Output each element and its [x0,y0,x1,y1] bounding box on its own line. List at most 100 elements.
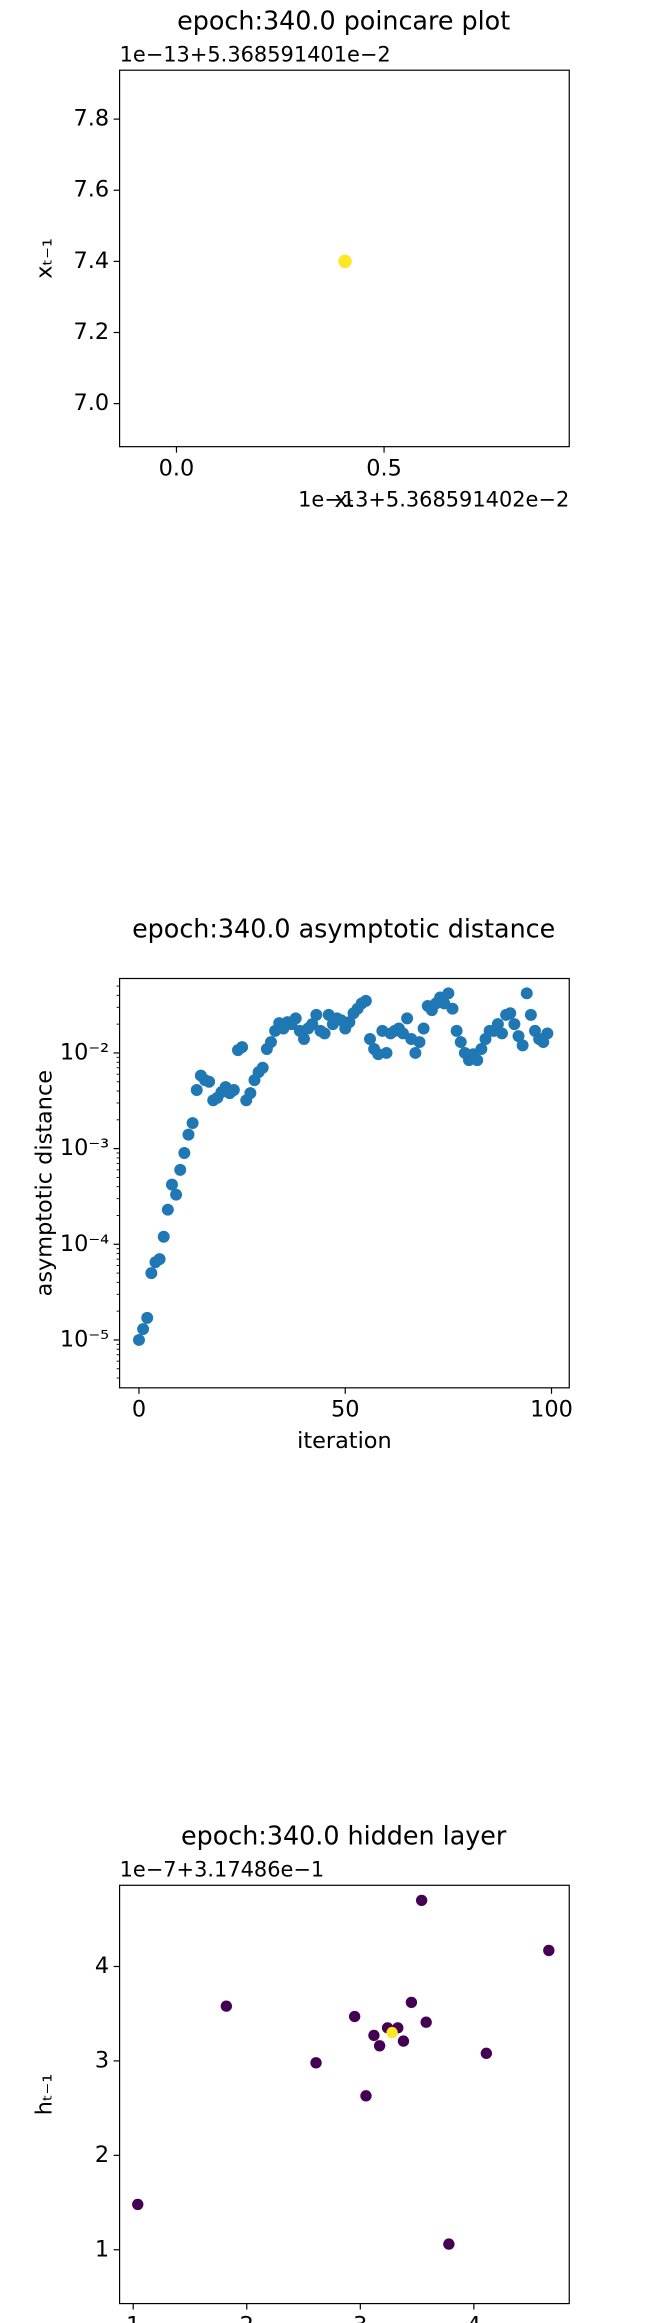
chart-title: epoch:340.0 hidden layer [181,1820,507,1850]
point [417,1022,430,1035]
point [450,1024,463,1037]
y-axis-label: xₜ₋₁ [31,238,57,279]
point [409,1046,422,1059]
point [504,1007,517,1020]
point [397,2035,410,2047]
y-offset-label: 1e−13+5.368591401e−2 [120,42,391,66]
x-tick-label: 0.0 [159,456,195,482]
point [413,1036,426,1049]
x-tick-label: 1 [126,2312,140,2323]
axes-frame [118,69,570,448]
point [480,2047,493,2060]
point [364,1032,376,1045]
y-tick-label: 7.2 [74,319,110,345]
chart-title: epoch:340.0 asymptotic distance [132,914,555,944]
point [491,1018,504,1031]
point [145,1267,158,1280]
y-tick-label: 2 [95,2142,109,2168]
point [508,1018,521,1031]
x-tick-label: 0 [132,1397,146,1423]
point [256,1061,269,1074]
point [166,1178,178,1191]
point [516,1039,529,1052]
point [443,2238,455,2250]
point [541,1027,554,1040]
point [475,1043,488,1055]
point [454,1036,467,1049]
point [132,2198,144,2211]
y-axis-label: asymptotic distance [31,1070,57,1296]
point [360,2090,372,2102]
point [405,1996,418,2009]
y-tick-label: 10⁻² [60,1039,109,1065]
y-tick-label: 7.6 [74,177,110,203]
point [265,1036,277,1049]
x-offset-label: 1e−13+5.368591402e−2 [298,487,569,511]
x-tick-label: 100 [530,1397,573,1423]
point [244,1087,257,1100]
point [338,254,352,269]
point [348,2010,361,2023]
point [442,987,455,1000]
point [153,1253,166,1266]
point [289,1012,302,1025]
x-tick-label: 0.5 [366,456,402,482]
point [496,1027,508,1040]
point [310,1008,323,1021]
point [359,994,372,1007]
y-tick-label: 7.4 [74,248,110,274]
axes-frame [118,1884,570,2305]
point [306,1018,319,1031]
point [203,1075,216,1088]
y-tick-label: 1 [95,2236,109,2262]
point [420,2016,432,2028]
point [524,1008,537,1021]
point [174,1163,187,1176]
y-tick-label: 10⁻⁴ [60,1231,109,1257]
point [132,1333,145,1346]
point [161,1203,174,1216]
point [401,1012,414,1025]
point [236,1041,249,1054]
point [186,1117,199,1130]
point [190,1084,203,1096]
point [157,1230,170,1243]
x-tick-label: 50 [331,1397,360,1423]
point [380,1046,393,1059]
point [373,2040,386,2052]
point [520,987,533,1000]
point [512,1030,525,1043]
point [298,1032,310,1045]
point [471,1054,484,1067]
x-tick-label: 4 [467,2312,481,2323]
y-tick-label: 3 [95,2047,109,2073]
x-tick-label: 2 [240,2312,254,2323]
y-offset-label: 1e−7+3.17486e−1 [120,1857,325,1881]
y-tick-label: 10⁻⁵ [60,1326,109,1352]
x-axis-label: iteration [297,1428,392,1454]
point [415,1894,428,1907]
y-tick-label: 10⁻³ [60,1135,109,1161]
x-tick-label: 3 [353,2312,367,2323]
y-tick-label: 7.0 [74,390,110,416]
point [227,1084,240,1096]
x-axis-label: xₜ [334,487,354,513]
point [170,1188,183,1201]
axes-frame [118,977,570,1389]
point [318,1027,331,1040]
point [386,2026,398,2039]
y-tick-label: 7.8 [74,106,110,132]
point [141,1311,154,1324]
point [220,2000,232,2012]
point [543,1944,555,1957]
chart-title: epoch:340.0 poincare plot [177,5,510,35]
y-tick-label: 4 [95,1953,109,1979]
point [137,1323,150,1336]
point [310,2057,322,2069]
point [182,1128,195,1141]
point [446,1002,459,1015]
y-axis-label: hₜ₋₁ [31,2074,57,2116]
point [368,2029,380,2042]
